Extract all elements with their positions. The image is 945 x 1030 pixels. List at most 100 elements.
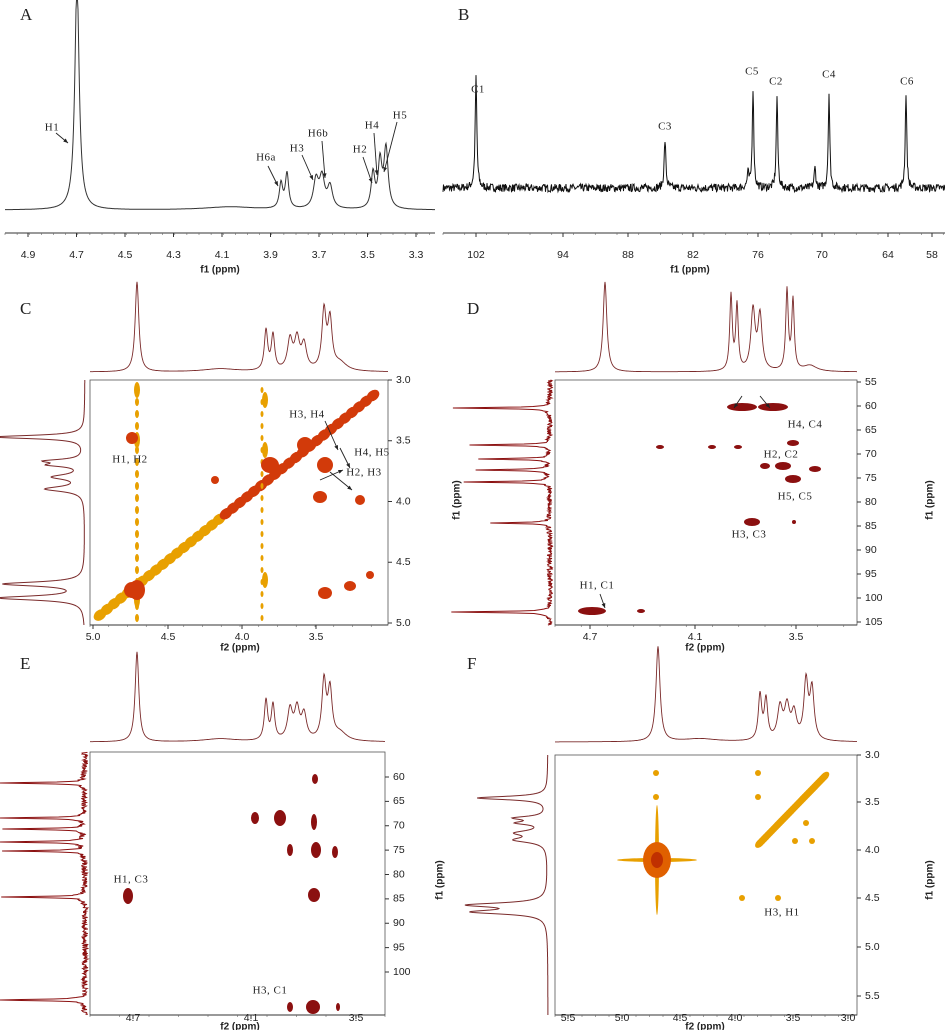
cross-peak <box>135 386 139 394</box>
cross-peak <box>135 422 139 430</box>
arrow-head <box>368 178 373 183</box>
y-tick-label: 80 <box>393 868 405 880</box>
x-tick-label: 3.3 <box>409 249 424 261</box>
y-tick-label: 85 <box>865 520 877 532</box>
y-tick-label: 4.0 <box>865 844 880 856</box>
cross-peak <box>317 457 333 473</box>
cross-peak <box>123 888 133 904</box>
arrow-head <box>322 173 327 178</box>
cross-peak <box>739 895 745 901</box>
cross-peak <box>809 838 815 844</box>
x-tick-label: 70 <box>816 249 828 261</box>
cross-peak <box>637 609 645 613</box>
x-tick-label: 5.5 <box>561 1012 576 1024</box>
arrow-head <box>338 470 343 474</box>
arrow-head <box>374 170 379 175</box>
x-tick-label: 3.5 <box>360 249 375 261</box>
cross-peak <box>727 403 757 411</box>
arrow-head <box>334 445 338 450</box>
x-tick-label: 4.7 <box>583 631 598 643</box>
arrow-head <box>383 167 388 172</box>
peak-label: H3 <box>290 143 304 155</box>
peak-label: H1 <box>45 122 59 134</box>
cross-peak <box>135 506 139 514</box>
x-tick-label: 3.5 <box>786 1012 801 1024</box>
x-tick-label: 4.5 <box>118 249 133 261</box>
cross-peak <box>308 888 320 902</box>
y-tick-label: 5.0 <box>865 941 880 953</box>
peak-label: H3, C1 <box>253 985 288 997</box>
x-tick-label: 64 <box>882 249 894 261</box>
peak-label: C1 <box>471 84 485 96</box>
cross-peak <box>260 591 264 597</box>
arrow-head <box>765 403 770 408</box>
y-tick-label: 80 <box>865 496 877 508</box>
arrow-head <box>346 463 350 468</box>
peak-label: C4 <box>822 69 836 81</box>
cross-peak <box>260 603 264 609</box>
cross-peak <box>135 470 139 478</box>
peak-label: H3, H1 <box>764 907 799 919</box>
y-tick-label: 4.0 <box>396 495 411 507</box>
y-tick-label: 3.0 <box>396 374 411 386</box>
arrow <box>329 471 353 491</box>
panel-letter: B <box>458 5 469 24</box>
cross-peak <box>211 476 219 484</box>
x-axis-label: f2 (ppm) <box>220 1022 259 1030</box>
peak-label: C2 <box>769 76 783 88</box>
arrow-head <box>601 603 606 608</box>
cross-peak <box>135 554 139 562</box>
spectrum-trace <box>90 281 388 373</box>
cross-peak <box>578 607 606 615</box>
y-tick-label: 4.5 <box>865 892 880 904</box>
y-tick-label: 100 <box>865 592 883 604</box>
cross-peak <box>260 447 264 453</box>
cross-peak <box>313 491 327 503</box>
cross-peak <box>653 770 659 776</box>
cross-peak <box>792 838 798 844</box>
cross-peak <box>260 423 264 429</box>
x-tick-label: 4.0 <box>235 631 250 643</box>
cross-peak <box>792 520 796 524</box>
y-tick-label: 4.5 <box>396 556 411 568</box>
peak-label: H3, C3 <box>732 529 767 541</box>
cross-peak <box>344 581 356 591</box>
cross-peak <box>656 445 664 449</box>
x-tick-label: 76 <box>752 249 764 261</box>
cross-peak <box>332 846 338 858</box>
cross-peak <box>809 466 821 472</box>
cross-peak <box>135 494 139 502</box>
cross-peak <box>260 495 264 501</box>
spectrum-trace <box>442 75 945 194</box>
y-axis-label: f1 (ppm) <box>452 480 463 519</box>
x-tick-label: 4.3 <box>166 249 181 261</box>
cross-peak <box>758 403 788 411</box>
y-tick-label: 3.5 <box>865 796 880 808</box>
arrow <box>324 420 339 451</box>
y-tick-label: 100 <box>393 966 411 978</box>
cross-peak <box>135 410 139 418</box>
y-axis-label: f1 (ppm) <box>925 480 936 519</box>
panel-letter: C <box>20 299 31 318</box>
cross-peak <box>262 392 268 408</box>
y-tick-label: 90 <box>393 917 405 929</box>
peak-label: H6a <box>256 152 276 164</box>
y-tick-label: 5.5 <box>865 990 880 1002</box>
cross-peak <box>135 518 139 526</box>
cross-peak <box>819 771 830 782</box>
cross-peak <box>135 530 139 538</box>
y-tick-label: 3.0 <box>865 749 880 761</box>
arrow <box>321 140 326 179</box>
cross-peak <box>312 774 318 784</box>
y-tick-label: 65 <box>393 795 405 807</box>
x-tick-label: 4.9 <box>21 249 36 261</box>
cross-peak <box>135 458 139 466</box>
cross-peak <box>311 842 321 858</box>
peak-label: C6 <box>900 76 914 88</box>
peak-label: H2 <box>353 144 367 156</box>
cross-peak <box>366 389 380 402</box>
panel-letter: A <box>20 5 33 24</box>
arrow-head <box>63 138 68 143</box>
projection-trace <box>0 380 86 625</box>
cross-peak <box>785 475 801 483</box>
